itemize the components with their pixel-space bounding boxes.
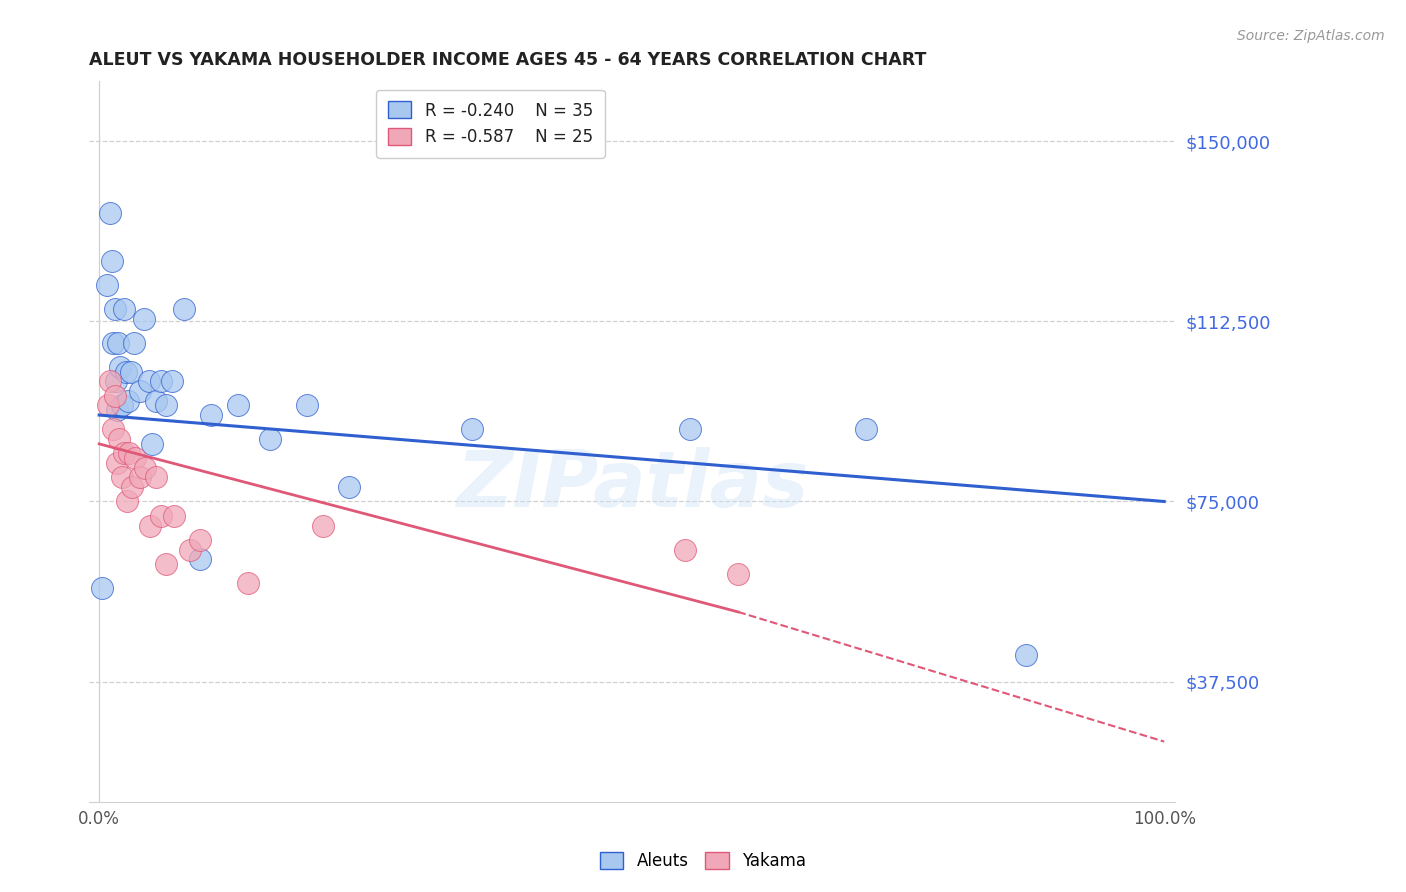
Point — [163, 508, 186, 523]
Point — [145, 470, 167, 484]
Point — [128, 470, 150, 484]
Legend: Aleuts, Yakama: Aleuts, Yakama — [593, 845, 813, 877]
Point — [110, 470, 132, 484]
Point — [104, 389, 127, 403]
Point — [141, 437, 163, 451]
Point — [149, 375, 172, 389]
Point — [105, 403, 128, 417]
Point — [312, 518, 335, 533]
Point — [295, 399, 318, 413]
Point — [238, 576, 260, 591]
Point — [673, 542, 696, 557]
Point — [107, 336, 129, 351]
Point — [155, 399, 177, 413]
Point — [110, 399, 132, 413]
Point — [98, 375, 121, 389]
Point — [145, 393, 167, 408]
Point — [104, 302, 127, 317]
Text: ZIPatlas: ZIPatlas — [456, 447, 808, 523]
Point — [461, 422, 484, 436]
Point — [118, 446, 141, 460]
Point — [132, 312, 155, 326]
Legend: R = -0.240    N = 35, R = -0.587    N = 25: R = -0.240 N = 35, R = -0.587 N = 25 — [377, 90, 605, 158]
Point — [200, 408, 222, 422]
Point — [117, 393, 139, 408]
Point — [679, 422, 702, 436]
Point — [190, 533, 212, 547]
Point — [98, 206, 121, 220]
Point — [108, 432, 131, 446]
Point — [149, 508, 172, 523]
Point — [727, 566, 749, 581]
Point — [190, 552, 212, 566]
Point — [138, 375, 160, 389]
Point — [226, 399, 249, 413]
Point — [124, 451, 146, 466]
Point — [259, 432, 281, 446]
Point — [105, 375, 128, 389]
Point — [101, 422, 124, 436]
Point — [115, 494, 138, 508]
Point — [173, 302, 195, 317]
Point — [128, 384, 150, 398]
Point — [121, 480, 143, 494]
Point — [112, 446, 135, 460]
Point — [105, 456, 128, 470]
Point — [1015, 648, 1038, 662]
Point — [91, 581, 114, 595]
Point — [96, 278, 118, 293]
Point — [139, 518, 162, 533]
Text: ALEUT VS YAKAMA HOUSEHOLDER INCOME AGES 45 - 64 YEARS CORRELATION CHART: ALEUT VS YAKAMA HOUSEHOLDER INCOME AGES … — [89, 51, 927, 69]
Point — [134, 461, 156, 475]
Point — [124, 336, 146, 351]
Point — [97, 399, 120, 413]
Text: Source: ZipAtlas.com: Source: ZipAtlas.com — [1237, 29, 1385, 43]
Point — [179, 542, 201, 557]
Point — [114, 365, 136, 379]
Point — [112, 302, 135, 317]
Point — [120, 365, 142, 379]
Point — [160, 375, 183, 389]
Point — [339, 480, 361, 494]
Point — [101, 336, 124, 351]
Point — [101, 254, 124, 268]
Point — [155, 557, 177, 571]
Point — [855, 422, 877, 436]
Point — [110, 359, 132, 374]
